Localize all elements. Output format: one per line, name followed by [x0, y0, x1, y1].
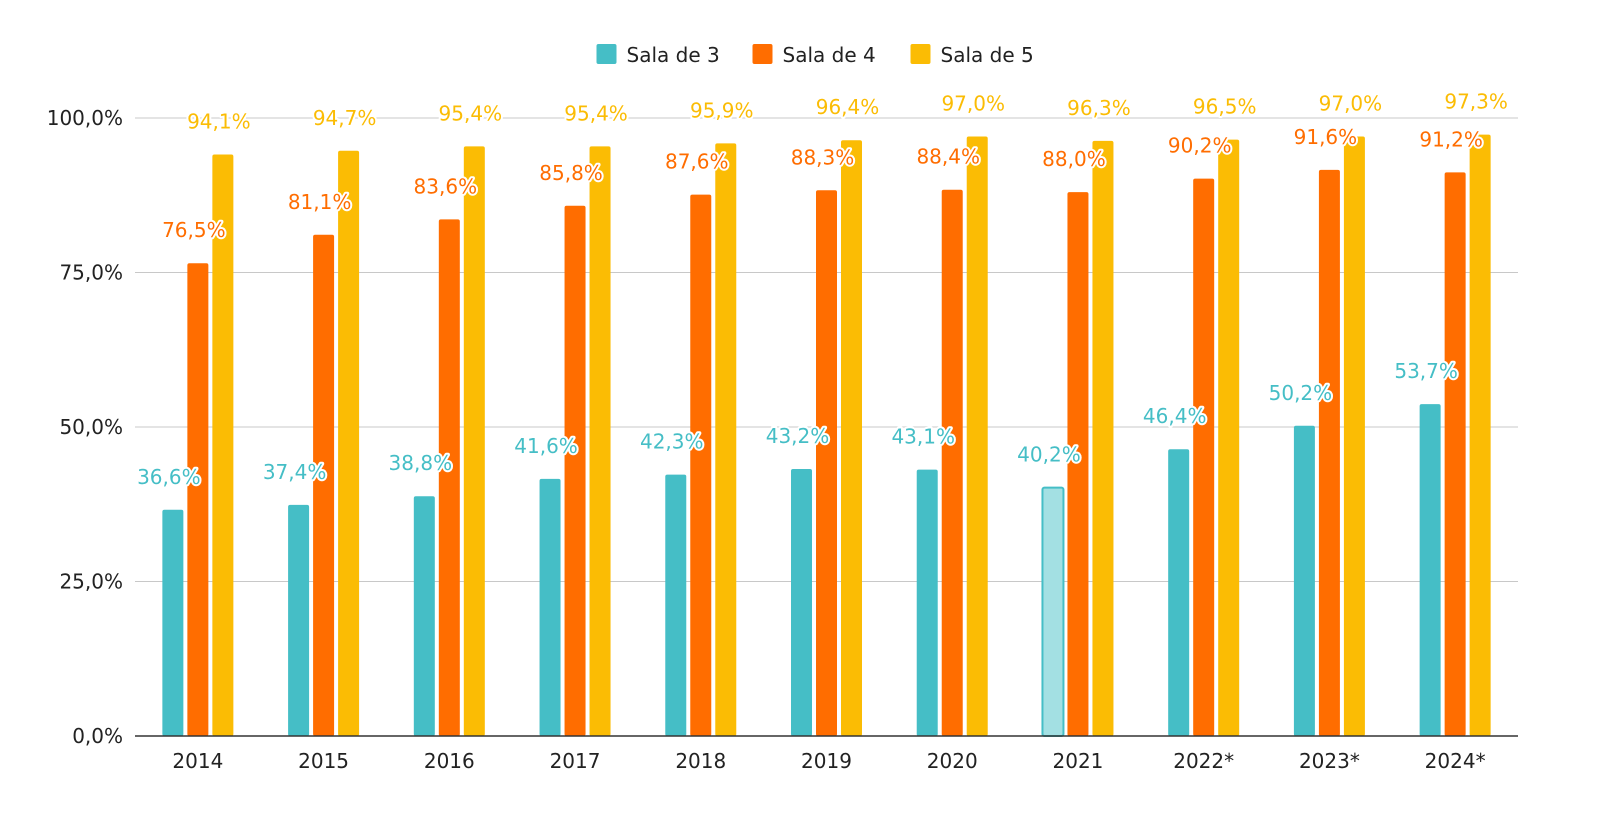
bar[interactable]: [1041, 486, 1065, 737]
bar[interactable]: [564, 205, 586, 737]
bar[interactable]: [438, 219, 460, 737]
data-label: 88,3%: [791, 145, 855, 169]
x-tick-label: 2014: [172, 749, 223, 773]
bar[interactable]: [589, 146, 611, 737]
bar[interactable]: [338, 150, 360, 736]
data-label: 38,8%: [389, 451, 453, 475]
data-label: 50,2%: [1269, 381, 1333, 405]
data-label: 42,3%: [640, 430, 704, 454]
data-label: 97,3%: [1444, 90, 1508, 114]
bar[interactable]: [665, 474, 687, 736]
data-label: 76,5%: [162, 218, 226, 242]
legend-swatch: [596, 44, 617, 64]
bar[interactable]: [916, 469, 938, 736]
bar[interactable]: [313, 234, 335, 736]
y-axis: 0,0% 25,0% 50,0% 75,0% 100,0%: [47, 106, 123, 748]
data-label: 91,2%: [1419, 127, 1483, 151]
x-tick-label: 2018: [675, 749, 726, 773]
legend-label: Sala de 5: [941, 43, 1034, 67]
y-tick-label: 50,0%: [59, 415, 123, 439]
bar[interactable]: [941, 189, 963, 737]
data-label: 95,9%: [690, 98, 754, 122]
bar[interactable]: [1092, 140, 1114, 737]
data-label: 88,0%: [1042, 147, 1106, 171]
bar[interactable]: [1168, 449, 1190, 736]
bar[interactable]: [212, 154, 234, 736]
data-label: 81,1%: [288, 190, 352, 214]
data-labels: 36,6% 76,5% 94,1% 37,4% 81,1% 94,7% 38,8% 83,6%…: [135, 88, 1510, 491]
bar[interactable]: [966, 136, 988, 737]
data-label: 96,3%: [1067, 96, 1131, 120]
data-label: 43,2%: [766, 424, 830, 448]
bar[interactable]: [187, 263, 209, 736]
bar[interactable]: [1419, 404, 1441, 736]
bar[interactable]: [690, 194, 712, 736]
y-tick-label: 100,0%: [47, 106, 123, 130]
data-label: 97,0%: [1319, 92, 1383, 116]
bar[interactable]: [791, 469, 812, 736]
legend-item[interactable]: Sala de 3: [596, 43, 720, 67]
data-label: 95,4%: [564, 101, 628, 125]
x-tick-label: 2015: [298, 749, 349, 773]
data-label: 41,6%: [514, 434, 578, 458]
x-tick-label: 2023*: [1299, 749, 1360, 773]
bar[interactable]: [413, 496, 435, 736]
bar[interactable]: [1293, 425, 1315, 736]
bar[interactable]: [288, 504, 310, 736]
data-label: 43,1%: [891, 425, 955, 449]
data-label: 96,5%: [1193, 95, 1257, 119]
x-tick-label: 2020: [927, 749, 978, 773]
data-label: 90,2%: [1168, 134, 1232, 158]
data-label: 96,4%: [816, 95, 880, 119]
legend-swatch: [752, 44, 773, 64]
bar[interactable]: [162, 509, 184, 736]
bar[interactable]: [1067, 192, 1089, 736]
x-tick-label: 2022*: [1173, 749, 1234, 773]
legend-swatch: [910, 44, 931, 64]
bar[interactable]: [1469, 134, 1491, 736]
data-label: 88,4%: [916, 145, 980, 169]
bar[interactable]: [715, 143, 737, 736]
data-label: 53,7%: [1394, 359, 1458, 383]
bar[interactable]: [1444, 172, 1466, 736]
legend-item[interactable]: Sala de 5: [910, 43, 1034, 67]
data-label: 83,6%: [414, 174, 478, 198]
chart-legend: Sala de 3 Sala de 4 Sala de 5: [596, 43, 1034, 67]
bars: [162, 134, 1491, 737]
x-tick-label: 2021: [1053, 749, 1104, 773]
x-tick-label: 2017: [550, 749, 601, 773]
x-axis: 2014 2015 2016 2017 2018 2019 2020 2021 2022* 202…: [135, 735, 1518, 773]
bar[interactable]: [1343, 136, 1365, 737]
data-label: 97,0%: [941, 92, 1005, 116]
data-label: 94,1%: [187, 109, 251, 133]
data-label: 85,8%: [539, 161, 603, 185]
x-tick-label: 2019: [801, 749, 852, 773]
y-tick-label: 25,0%: [59, 570, 123, 594]
y-tick-label: 0,0%: [72, 724, 123, 748]
data-label: 36,6%: [137, 465, 201, 489]
data-label: 40,2%: [1017, 443, 1081, 467]
bar[interactable]: [539, 478, 561, 736]
x-tick-label: 2016: [424, 749, 475, 773]
data-label: 87,6%: [665, 150, 729, 174]
x-tick-label: 2024*: [1425, 749, 1486, 773]
legend-label: Sala de 4: [783, 43, 876, 67]
bar[interactable]: [1318, 169, 1340, 737]
bar[interactable]: [816, 190, 837, 736]
data-label: 91,6%: [1294, 125, 1358, 149]
data-label: 95,4%: [439, 101, 503, 125]
data-label: 46,4%: [1143, 404, 1207, 428]
bar[interactable]: [841, 140, 862, 737]
bar[interactable]: [1218, 139, 1240, 736]
legend-item[interactable]: Sala de 4: [752, 43, 876, 67]
legend-label: Sala de 3: [627, 43, 720, 67]
y-tick-label: 75,0%: [59, 261, 123, 285]
data-label: 37,4%: [263, 460, 327, 484]
bar[interactable]: [1193, 178, 1215, 737]
bar[interactable]: [463, 146, 485, 737]
data-label: 94,7%: [313, 106, 377, 130]
